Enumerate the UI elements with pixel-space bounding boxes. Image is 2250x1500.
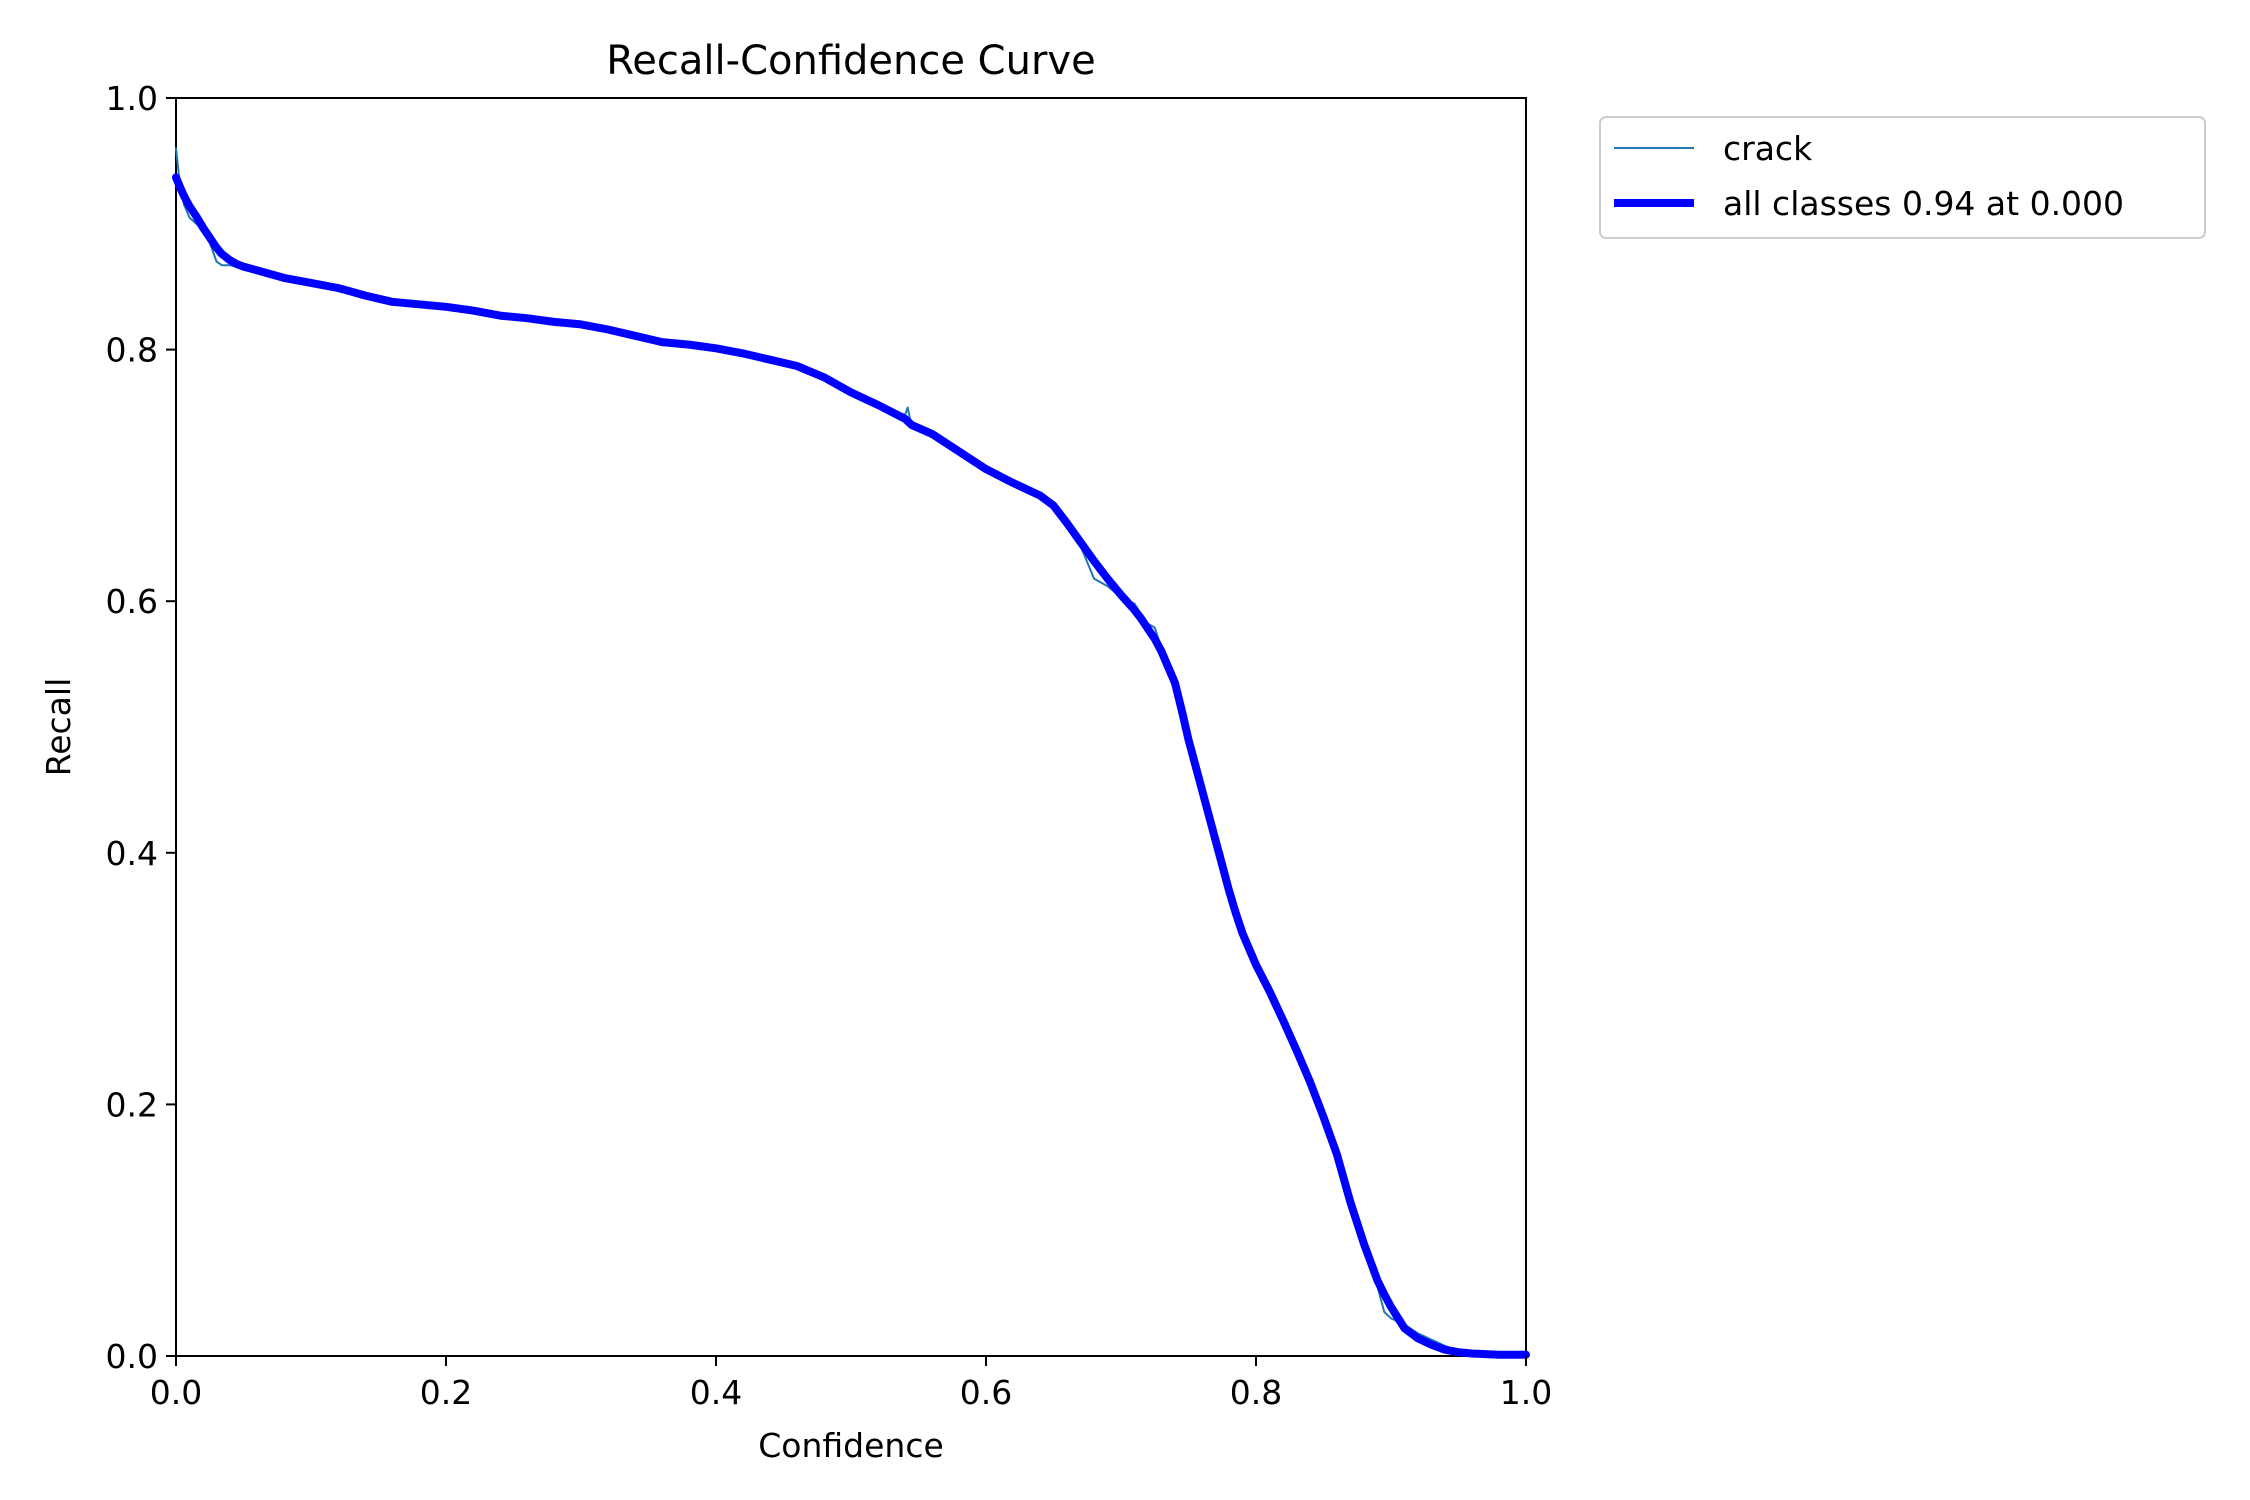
legend-entry-crack: crack	[1723, 129, 1813, 168]
chart-title: Recall-Confidence Curve	[606, 38, 1095, 84]
y-tick-label: 0.6	[106, 582, 158, 621]
x-tick-label: 0.4	[690, 1373, 742, 1412]
y-tick-label: 0.4	[106, 834, 158, 873]
series-layer	[172, 147, 1530, 1359]
series-line-all-classes	[172, 173, 1530, 1359]
series-line-crack	[175, 147, 1527, 1356]
x-axis-label: Confidence	[758, 1426, 944, 1465]
y-tick-label: 0.0	[106, 1337, 158, 1376]
x-tick-label: 0.2	[420, 1373, 472, 1412]
y-tick-label: 1.0	[106, 79, 158, 118]
y-tick-label: 0.8	[106, 331, 158, 370]
plot-area	[172, 97, 1530, 1359]
x-tick-label: 0.8	[1230, 1373, 1282, 1412]
legend-entry-all-classes: all classes 0.94 at 0.000	[1723, 184, 2124, 223]
y-axis-label: Recall	[39, 678, 78, 776]
plot-frame	[175, 97, 1527, 1357]
x-tick-label: 0.0	[150, 1373, 202, 1412]
y-tick-label: 0.2	[106, 1085, 158, 1124]
y-axis: 0.0 0.2 0.4 0.6 0.8 1.0	[106, 79, 176, 1376]
x-tick-label: 1.0	[1500, 1373, 1552, 1412]
legend-box	[1599, 116, 2206, 239]
x-axis: 0.0 0.2 0.4 0.6 0.8 1.0	[150, 1356, 1552, 1412]
x-tick-label: 0.6	[960, 1373, 1012, 1412]
legend: crack all classes 0.94 at 0.000	[1599, 116, 2206, 239]
